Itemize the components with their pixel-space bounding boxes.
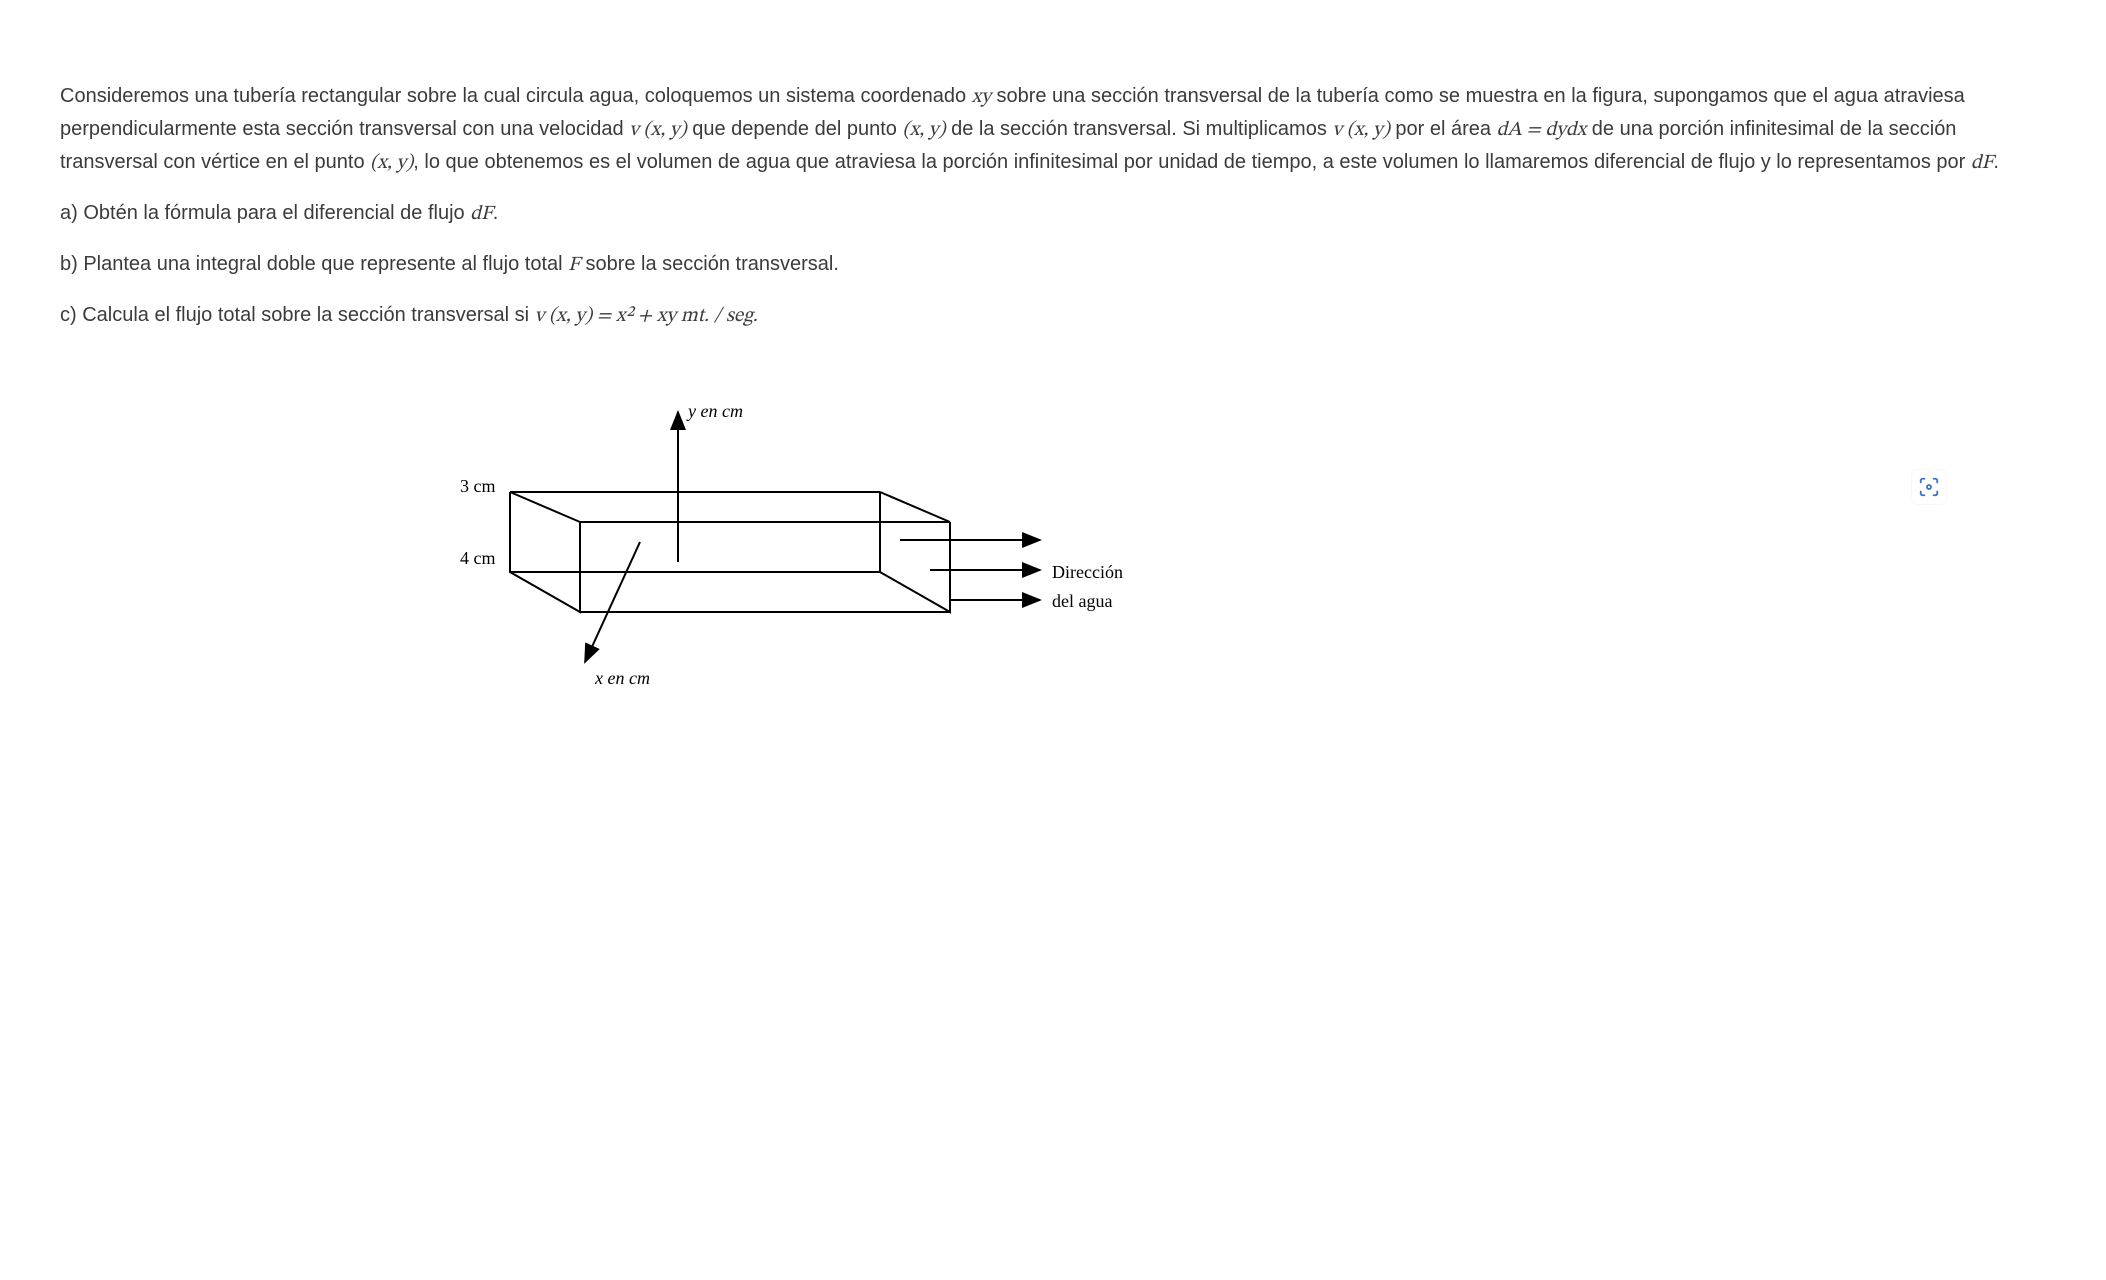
- problem-document: Consideremos una tubería rectangular sob…: [0, 0, 2106, 752]
- visual-search-icon: [1918, 476, 1940, 498]
- math-F: F: [568, 255, 580, 275]
- flow-label-line1: Dirección: [1052, 558, 1123, 587]
- intro-text-3: que depende del punto: [687, 118, 903, 140]
- pipe-diagram: y en cm x en cm 3 cm 4 cm Dirección del …: [440, 372, 1160, 712]
- dim-width-label: 4 cm: [460, 544, 496, 573]
- question-c: c) Calcula el flujo total sobre la secci…: [60, 299, 2046, 332]
- x-axis-label: x en cm: [595, 664, 650, 693]
- flow-label-line2: del agua: [1052, 587, 1123, 616]
- math-c-eq: v (x, y) = x² + xy mt. / seg.: [535, 306, 758, 326]
- x-axis-label-text: x en cm: [595, 668, 650, 688]
- b-text-1: b) Plantea una integral doble que repres…: [60, 253, 568, 275]
- math-ptxy-2: (x, y): [370, 153, 413, 173]
- math-vxy-1: v (x, y): [629, 120, 686, 140]
- c-text-1: c) Calcula el flujo total sobre la secci…: [60, 304, 535, 326]
- y-axis-label: y en cm: [688, 397, 743, 426]
- math-dF-2: dF: [470, 204, 493, 224]
- flow-label: Dirección del agua: [1052, 558, 1123, 616]
- pipe-svg: [440, 372, 1160, 712]
- math-ptxy-1: (x, y): [902, 120, 945, 140]
- intro-text-4: de la sección transversal. Si multiplica…: [946, 118, 1333, 140]
- a-period: .: [493, 202, 499, 224]
- math-xy: xy: [972, 87, 991, 107]
- math-dA: dA = dydx: [1497, 120, 1587, 140]
- intro-paragraph: Consideremos una tubería rectangular sob…: [60, 80, 2046, 179]
- intro-text-7: , lo que obtenemos es el volumen de agua…: [413, 151, 1971, 173]
- intro-text-1: Consideremos una tubería rectangular sob…: [60, 85, 972, 107]
- math-dF-1: dF: [1971, 153, 1994, 173]
- y-axis-label-text: y en cm: [688, 401, 743, 421]
- math-vxy-2: v (x, y): [1332, 120, 1389, 140]
- b-text-2: sobre la sección transversal.: [580, 253, 839, 275]
- question-a: a) Obtén la fórmula para el diferencial …: [60, 197, 2046, 230]
- question-b: b) Plantea una integral doble que repres…: [60, 248, 2046, 281]
- dim-height-label: 3 cm: [460, 472, 496, 501]
- visual-search-button[interactable]: [1912, 470, 1946, 504]
- intro-text-5: por el área: [1390, 118, 1497, 140]
- intro-period: .: [1993, 151, 1999, 173]
- a-text: a) Obtén la fórmula para el diferencial …: [60, 202, 470, 224]
